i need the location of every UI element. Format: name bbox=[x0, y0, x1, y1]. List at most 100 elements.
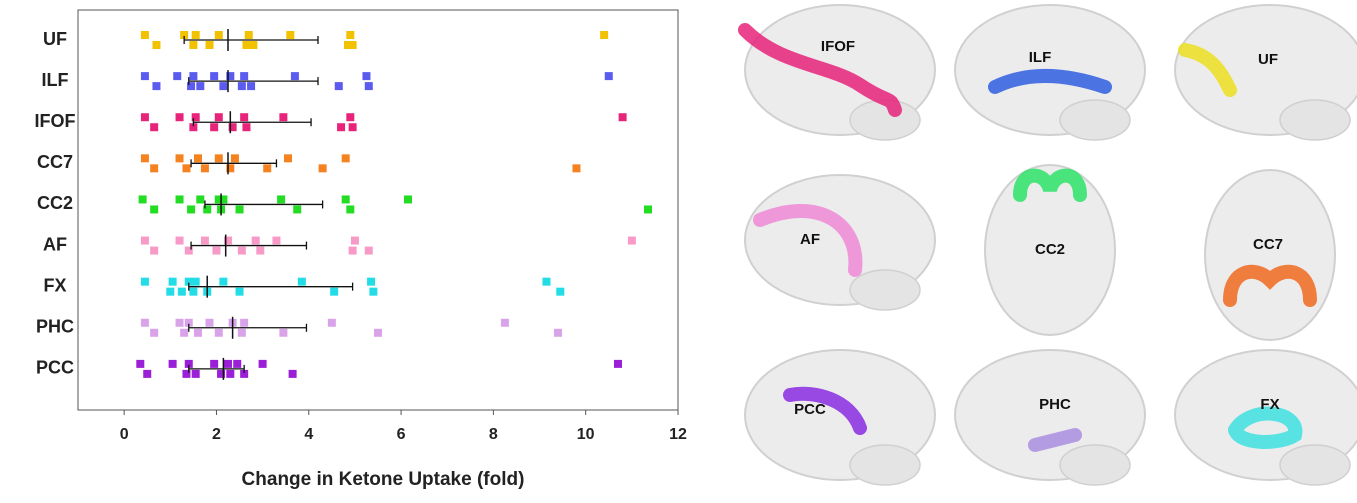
data-point bbox=[237, 328, 246, 337]
x-axis-label: Change in Ketone Uptake (fold) bbox=[242, 469, 525, 490]
data-point bbox=[224, 236, 232, 245]
data-point bbox=[150, 205, 159, 214]
data-point bbox=[224, 359, 232, 368]
data-point bbox=[542, 277, 551, 286]
panel-label: PCC bbox=[794, 401, 826, 418]
panel-label: FX bbox=[1260, 396, 1279, 413]
category-label: UF bbox=[43, 29, 67, 49]
x-tick-label: 6 bbox=[397, 426, 406, 443]
data-point bbox=[600, 31, 609, 39]
category-label: CC7 bbox=[37, 152, 73, 172]
category-label: IFOF bbox=[35, 111, 76, 131]
data-point bbox=[214, 113, 223, 122]
panel-label: ILF bbox=[1029, 49, 1052, 66]
data-point bbox=[189, 123, 198, 132]
data-point bbox=[572, 164, 581, 173]
data-point bbox=[217, 369, 226, 378]
data-point bbox=[249, 41, 258, 49]
data-point bbox=[210, 72, 219, 81]
data-point bbox=[184, 277, 193, 286]
data-point bbox=[293, 205, 302, 214]
data-point bbox=[196, 195, 205, 204]
data-point bbox=[618, 113, 627, 122]
data-point bbox=[189, 41, 198, 49]
data-point bbox=[284, 154, 292, 163]
data-point bbox=[140, 236, 149, 245]
data-point bbox=[138, 195, 147, 204]
data-point bbox=[288, 369, 297, 378]
data-point bbox=[205, 318, 214, 327]
data-point bbox=[187, 82, 196, 91]
data-point bbox=[226, 369, 235, 378]
data-point bbox=[194, 154, 202, 163]
data-point bbox=[189, 72, 198, 81]
panel-label: UF bbox=[1258, 51, 1278, 68]
data-point bbox=[191, 113, 200, 122]
data-point bbox=[348, 246, 357, 255]
data-point bbox=[556, 287, 565, 296]
x-tick-label: 2 bbox=[212, 426, 221, 443]
brain-outline bbox=[984, 164, 1116, 336]
data-point bbox=[191, 369, 200, 378]
data-point bbox=[214, 195, 223, 204]
data-point bbox=[230, 154, 239, 163]
category-label: PCC bbox=[36, 358, 74, 378]
data-point bbox=[272, 236, 281, 245]
data-point bbox=[346, 205, 355, 214]
data-point bbox=[242, 41, 251, 49]
data-point bbox=[152, 82, 161, 91]
cerebellum bbox=[849, 269, 921, 311]
data-point bbox=[175, 236, 184, 245]
fiber-tract bbox=[783, 386, 867, 435]
data-point bbox=[194, 328, 202, 337]
data-point bbox=[367, 277, 376, 286]
data-point bbox=[240, 72, 249, 81]
fiber-tract bbox=[1223, 264, 1317, 307]
data-point bbox=[233, 359, 242, 368]
data-point bbox=[627, 236, 636, 245]
data-point bbox=[205, 41, 214, 49]
data-point bbox=[136, 359, 145, 368]
category-label: FX bbox=[43, 275, 66, 295]
x-tick-label: 4 bbox=[304, 426, 313, 443]
fiber-tract bbox=[753, 203, 863, 277]
data-point bbox=[279, 113, 288, 122]
data-point bbox=[350, 236, 359, 245]
data-point bbox=[341, 195, 350, 204]
data-point bbox=[219, 195, 228, 204]
data-point bbox=[196, 82, 205, 91]
data-point bbox=[140, 72, 149, 81]
cerebellum bbox=[1059, 444, 1131, 486]
data-point bbox=[346, 31, 355, 39]
data-point bbox=[200, 236, 209, 245]
data-point bbox=[318, 164, 327, 173]
data-point bbox=[242, 123, 251, 132]
x-tick-label: 12 bbox=[669, 426, 687, 443]
fiber-tract bbox=[1028, 428, 1082, 452]
data-point bbox=[247, 82, 256, 91]
data-point bbox=[644, 205, 652, 214]
data-point bbox=[191, 277, 200, 286]
data-point bbox=[279, 328, 288, 337]
x-tick-label: 10 bbox=[577, 426, 595, 443]
data-point bbox=[182, 369, 191, 378]
data-point bbox=[604, 72, 613, 81]
brain-outline bbox=[1204, 169, 1336, 341]
panel-label: AF bbox=[800, 231, 820, 248]
data-point bbox=[364, 82, 373, 91]
data-point bbox=[286, 31, 295, 39]
category-label: PHC bbox=[36, 317, 74, 337]
fiber-tract bbox=[988, 69, 1112, 94]
data-point bbox=[187, 205, 196, 214]
data-point bbox=[143, 369, 152, 378]
data-point bbox=[327, 318, 336, 327]
data-point bbox=[226, 72, 235, 81]
data-point bbox=[237, 82, 246, 91]
category-label: AF bbox=[43, 234, 67, 254]
data-point bbox=[256, 246, 265, 255]
data-point bbox=[182, 164, 191, 173]
data-point bbox=[258, 359, 267, 368]
data-point bbox=[180, 31, 189, 39]
